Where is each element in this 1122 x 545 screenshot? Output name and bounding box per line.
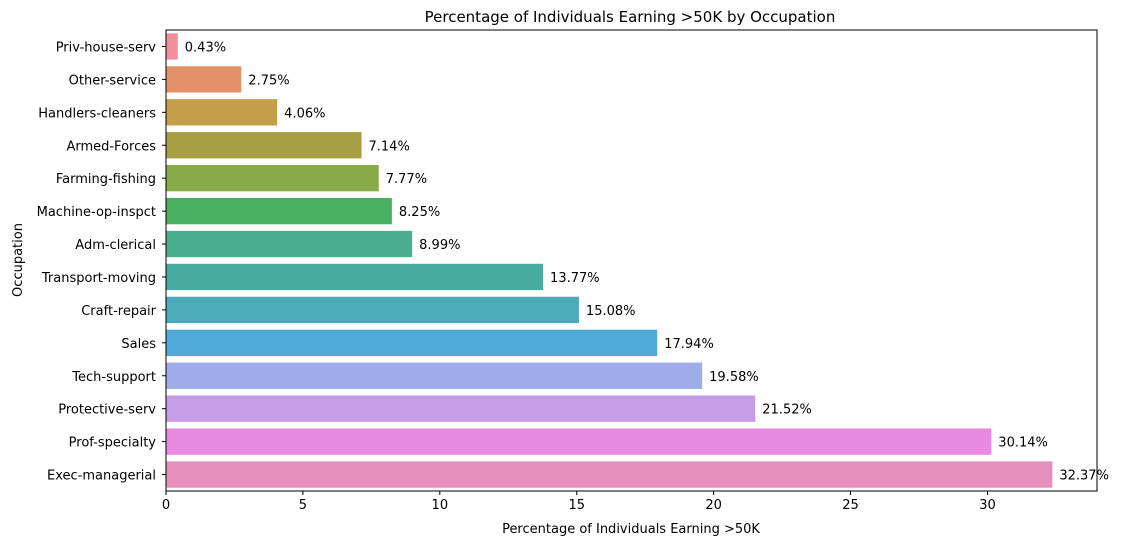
bar-adm-clerical — [166, 230, 413, 258]
x-tick-label-5: 5 — [299, 498, 307, 513]
bar-handlers-cleaners — [166, 99, 278, 126]
value-label-prof-specialty: 30.14% — [998, 436, 1048, 451]
value-label-craft-repair: 15.08% — [586, 304, 636, 319]
bar-tech-support — [166, 362, 703, 389]
bar-protective-serv — [166, 395, 756, 422]
x-tick-label-15: 15 — [568, 498, 585, 513]
bar-craft-repair — [166, 296, 579, 324]
y-tick-label-other-service: Other-service — [69, 73, 156, 88]
value-label-machine-op-inspct: 8.25% — [399, 205, 440, 220]
x-tick-label-0: 0 — [162, 498, 170, 513]
bars-group — [166, 33, 1053, 488]
value-label-tech-support: 19.58% — [709, 370, 759, 385]
y-tick-label-tech-support: Tech-support — [71, 370, 156, 385]
x-axis-label: Percentage of Individuals Earning >50K — [502, 522, 760, 537]
bar-armed-forces — [166, 132, 362, 159]
y-tick-label-prof-specialty: Prof-specialty — [69, 436, 157, 451]
x-axis-ticks: 0 5 10 15 20 25 30 — [162, 491, 996, 513]
y-tick-label-handlers-cleaners: Handlers-cleaners — [38, 106, 156, 121]
bar-sales — [166, 329, 658, 356]
y-tick-label-exec-managerial: Exec-managerial — [47, 469, 156, 484]
y-tick-label-armed-forces: Armed-Forces — [66, 139, 156, 154]
bar-priv-house-serv — [166, 33, 178, 60]
bar-prof-specialty — [166, 428, 992, 455]
plot-frame — [165, 29, 1098, 492]
y-tick-label-priv-house-serv: Priv-house-serv — [56, 40, 157, 55]
chart-title: Percentage of Individuals Earning >50K b… — [425, 8, 836, 26]
value-label-sales: 17.94% — [664, 337, 714, 352]
y-tick-label-transport-moving: Transport-moving — [41, 271, 156, 286]
y-tick-label-adm-clerical: Adm-clerical — [75, 238, 156, 253]
bar-transport-moving — [166, 263, 544, 291]
value-label-farming-fishing: 7.77% — [386, 172, 427, 187]
y-tick-label-farming-fishing: Farming-fishing — [56, 172, 156, 187]
value-label-priv-house-serv: 0.43% — [185, 40, 226, 55]
bar-other-service — [166, 66, 242, 93]
value-label-exec-managerial: 32.37% — [1059, 469, 1109, 484]
value-label-protective-serv: 21.52% — [762, 403, 812, 418]
y-tick-label-sales: Sales — [121, 337, 156, 352]
y-axis-ticks: Priv-house-serv Other-service Handlers-cle… — [37, 40, 166, 484]
y-tick-label-protective-serv: Protective-serv — [58, 403, 156, 418]
bar-machine-op-inspct — [166, 197, 392, 225]
y-tick-label-machine-op-inspct: Machine-op-inspct — [37, 205, 156, 220]
x-tick-label-25: 25 — [842, 498, 859, 513]
x-tick-label-20: 20 — [705, 498, 722, 513]
value-label-adm-clerical: 8.99% — [419, 238, 460, 253]
y-axis-label: Occupation — [11, 223, 26, 297]
value-label-armed-forces: 7.14% — [369, 139, 410, 154]
y-tick-label-craft-repair: Craft-repair — [81, 304, 156, 319]
value-label-other-service: 2.75% — [248, 73, 289, 88]
x-tick-label-30: 30 — [979, 498, 996, 513]
x-tick-label-10: 10 — [432, 498, 449, 513]
bar-exec-managerial — [166, 461, 1053, 488]
bar-farming-fishing — [166, 165, 379, 192]
value-labels-group: 0.43% 2.75% 4.06% 7.14% 7.77% 8.25% 8.99% 13.77… — [185, 40, 1109, 483]
value-label-transport-moving: 13.77% — [550, 271, 600, 286]
value-label-handlers-cleaners: 4.06% — [284, 106, 325, 121]
